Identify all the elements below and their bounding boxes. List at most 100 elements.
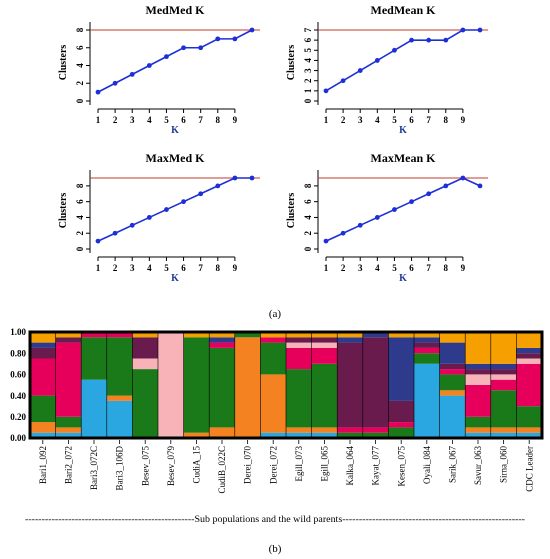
y-tick-label: 4 (303, 58, 313, 63)
structure-segment (234, 332, 261, 338)
y-tick-label: 0 (303, 98, 313, 103)
category-label: Kayat_077 (371, 446, 381, 486)
structure-segment (286, 347, 312, 370)
structure-segment (362, 337, 389, 428)
x-tick-label: 1 (324, 115, 329, 125)
structure-segment (286, 432, 312, 438)
structure-segment (30, 347, 56, 359)
structure-y-tick: 0.20 (10, 412, 26, 422)
category-label: Besev_075 (140, 446, 150, 486)
structure-segment (516, 406, 543, 428)
structure-segment (55, 427, 82, 433)
data-point (146, 63, 152, 68)
structure-segment (362, 332, 389, 338)
data-point (340, 230, 346, 236)
y-tick-label: 8 (75, 27, 85, 32)
structure-segment (260, 432, 287, 438)
x-tick-label: 8 (444, 263, 449, 273)
x-tick-label: 8 (216, 115, 221, 125)
structure-segment (286, 342, 312, 348)
structure-y-tick: 1.00 (10, 327, 26, 337)
panel-label-a: (a) (269, 308, 282, 320)
structure-segment (209, 337, 236, 343)
k-panel-2: MedMean K 0 1 2 3 4 5 6 7 1 2 3 4 5 6 7 8 9 K Clusters (286, 3, 488, 136)
structure-segment (465, 416, 492, 428)
structure-segment (132, 369, 159, 438)
structure-segment (234, 337, 261, 438)
panel-label-b: (b) (269, 543, 282, 555)
structure-segment (55, 337, 82, 343)
x-axis-label: K (171, 273, 179, 284)
y-tick-label: 3 (303, 68, 313, 73)
structure-segment (106, 395, 133, 401)
y-tick-label: 6 (303, 37, 313, 42)
data-point (95, 89, 101, 95)
data-point (357, 68, 363, 73)
structure-segment (209, 347, 236, 428)
x-tick-label: 6 (181, 115, 186, 125)
data-point (129, 222, 135, 228)
y-tick-label: 4 (75, 215, 85, 220)
structure-y-tick: 0.80 (10, 348, 26, 358)
structure-segment (490, 379, 517, 391)
k-panel-title: MaxMed K (146, 151, 206, 165)
category-label: Savur_063 (473, 446, 483, 485)
structure-segment (516, 432, 543, 438)
k-panel-4: MaxMean K 0 2 4 6 8 1 2 3 4 5 6 7 8 9 K Clusters (286, 151, 488, 284)
structure-segment (209, 342, 236, 348)
x-tick-label: 2 (113, 263, 118, 273)
structure-segment (388, 427, 415, 438)
structure-segment (286, 337, 312, 343)
data-point (198, 191, 204, 197)
data-point (112, 80, 118, 86)
x-tick-label: 5 (164, 263, 169, 273)
data-point (443, 183, 449, 189)
structure-segment (311, 342, 338, 348)
structure-segment (388, 400, 415, 423)
data-point (95, 238, 101, 244)
structure-segment (414, 332, 440, 338)
structure-segment (516, 332, 543, 348)
structure-segment (311, 332, 338, 338)
category-label: Bari1_092 (38, 446, 48, 484)
structure-segment (55, 432, 82, 438)
data-point (374, 58, 380, 63)
data-point (477, 183, 483, 189)
y-tick-label: 2 (303, 230, 313, 235)
x-tick-label: 4 (375, 115, 380, 125)
structure-segment (30, 422, 56, 433)
x-tick-label: 3 (358, 115, 363, 125)
structure-segment (311, 432, 338, 438)
structure-plot: 0.00 0.20 0.40 0.60 0.80 1.00 Bari1_092 Bari2_0… (10, 327, 544, 494)
structure-segment (516, 358, 543, 364)
structure-segment (30, 395, 56, 423)
data-point (112, 230, 118, 236)
y-tick-label: 4 (303, 215, 313, 220)
x-tick-label: 9 (461, 263, 466, 273)
data-point (146, 215, 152, 220)
data-point (443, 37, 449, 43)
category-label: CDC Leader (524, 446, 534, 492)
x-tick-label: 4 (147, 115, 152, 125)
category-label: Bari2_072 (64, 446, 74, 484)
structure-segment (106, 400, 133, 438)
x-tick-label: 4 (375, 263, 380, 273)
x-tick-label: 6 (409, 115, 414, 125)
structure-segment (158, 332, 184, 438)
x-tick-label: 2 (113, 115, 118, 125)
y-tick-label: 0 (75, 246, 85, 251)
structure-y-tick: 0.40 (10, 391, 26, 401)
data-point (460, 27, 466, 33)
structure-segment (362, 427, 389, 433)
data-point (232, 36, 238, 42)
data-point (249, 27, 255, 33)
data-point (426, 37, 432, 43)
structure-segment (439, 374, 466, 391)
structure-segment (490, 369, 517, 375)
data-point (477, 27, 483, 33)
x-tick-label: 8 (444, 115, 449, 125)
series-line (325, 177, 481, 242)
category-label: Egill_073 (294, 446, 304, 482)
structure-segment (337, 332, 364, 338)
